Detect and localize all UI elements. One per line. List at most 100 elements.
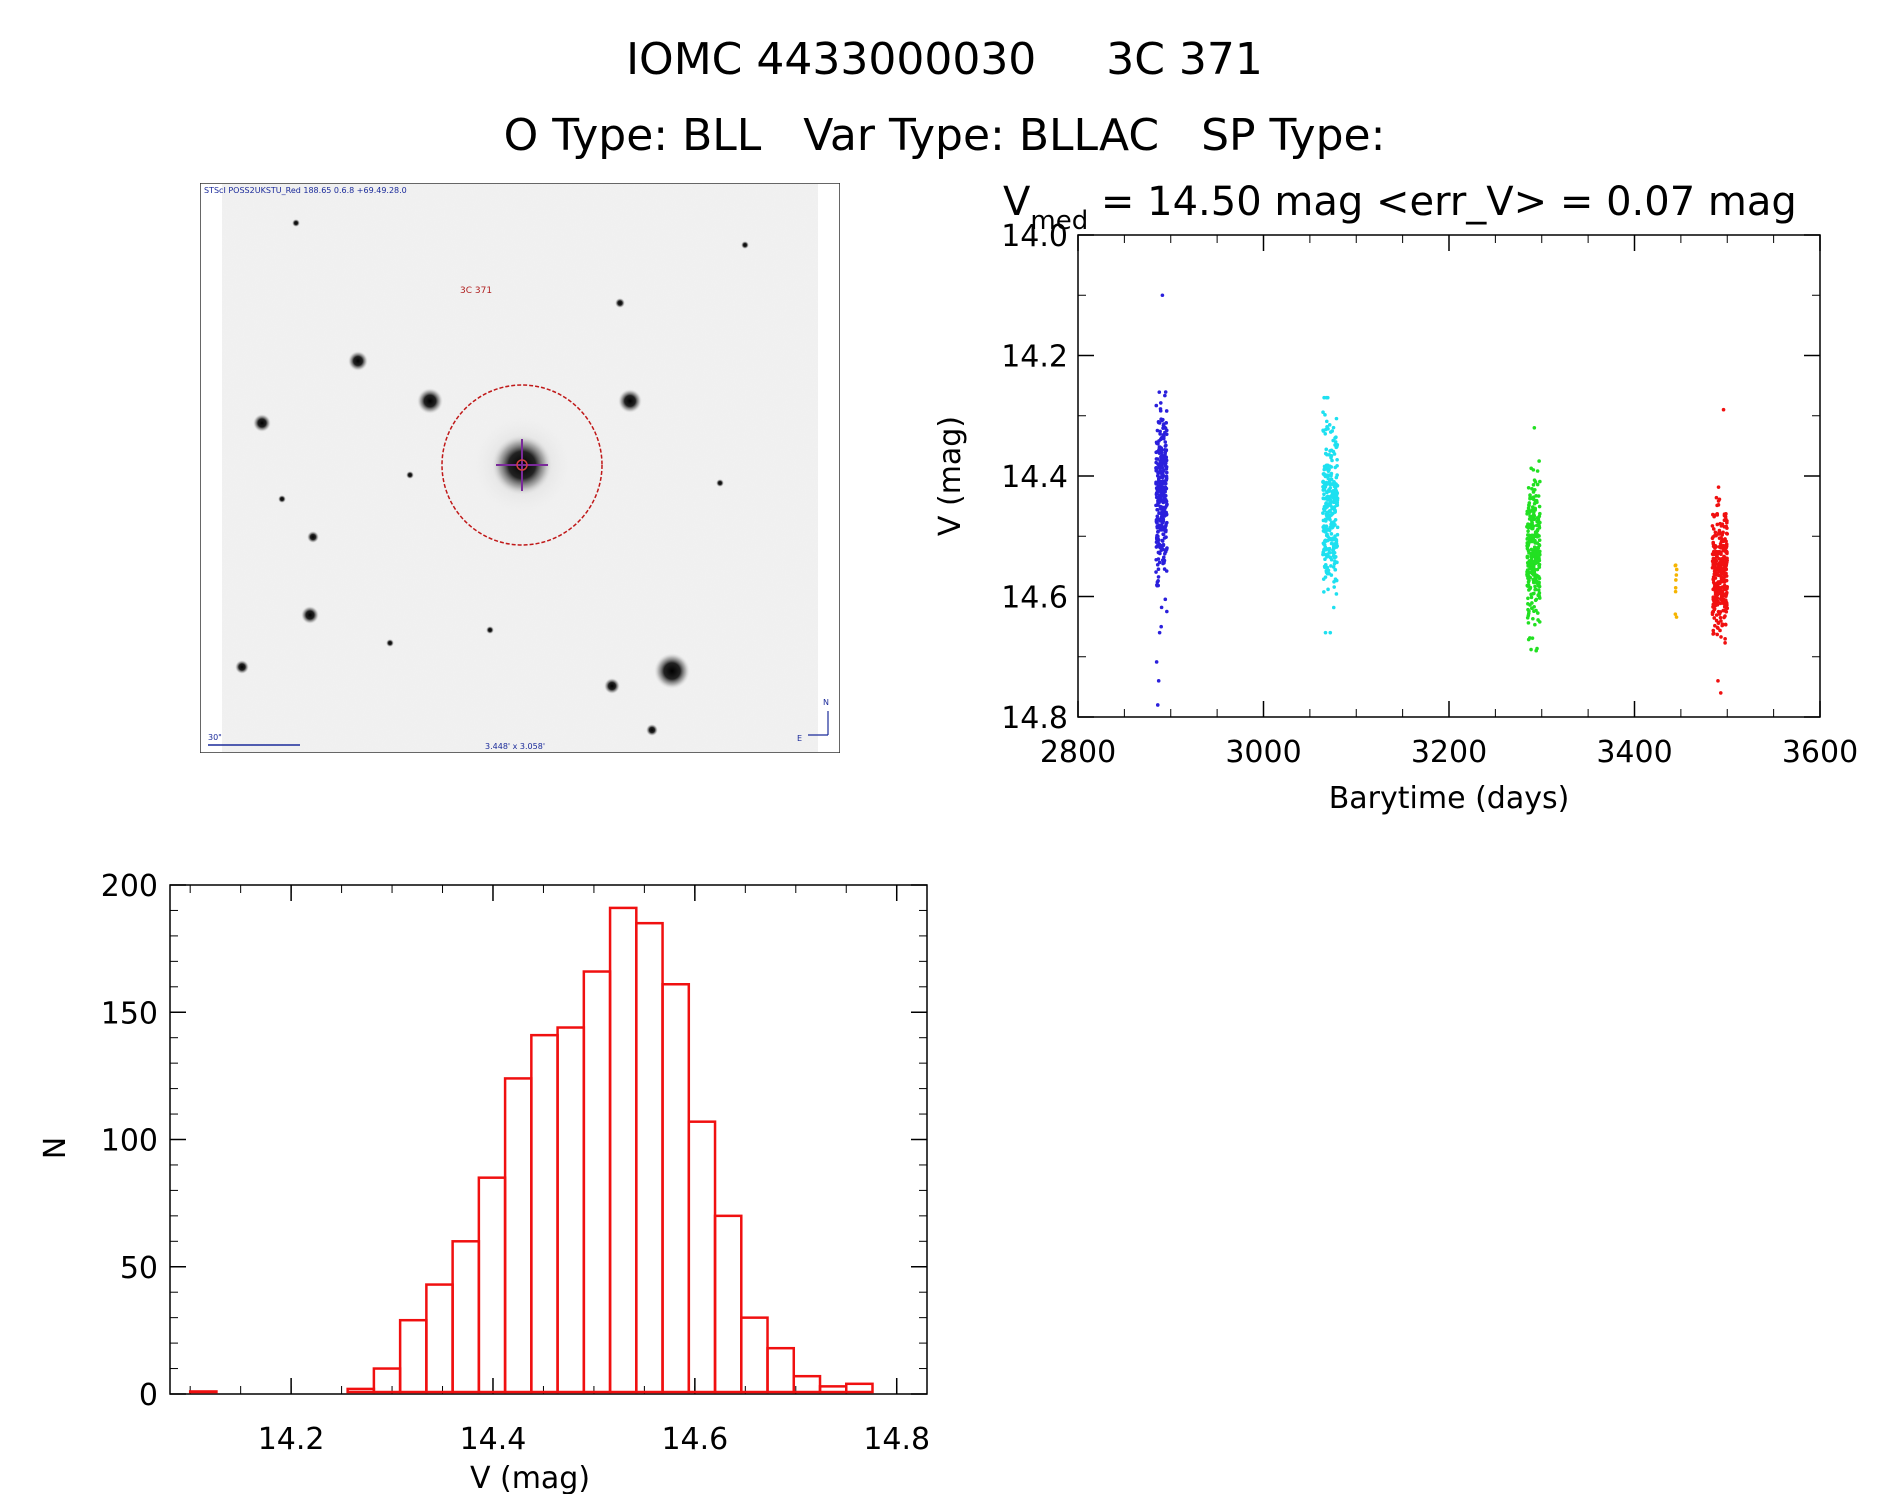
data-point xyxy=(1535,611,1540,615)
data-point xyxy=(1724,539,1728,544)
star xyxy=(253,414,271,432)
data-point xyxy=(1724,592,1728,597)
data-point xyxy=(1714,544,1718,549)
data-point xyxy=(1154,403,1159,408)
data-point xyxy=(1537,514,1542,519)
data-point xyxy=(1330,429,1335,433)
x-tick-label: 14.4 xyxy=(460,1422,527,1457)
data-point xyxy=(1158,525,1162,529)
histogram-bar xyxy=(792,1374,822,1394)
star xyxy=(417,388,443,414)
data-point xyxy=(1711,609,1715,614)
data-point xyxy=(1533,532,1537,537)
data-point xyxy=(1325,555,1329,559)
data-point xyxy=(1155,521,1159,525)
data-point xyxy=(1160,543,1164,548)
histogram-bar xyxy=(346,1387,376,1394)
data-point xyxy=(1325,452,1329,457)
data-point xyxy=(1331,425,1336,430)
data-point xyxy=(1164,455,1169,459)
data-point xyxy=(1529,592,1533,597)
data-point xyxy=(1156,567,1161,572)
data-point xyxy=(1724,574,1729,578)
data-point xyxy=(1156,679,1161,683)
data-point xyxy=(1711,540,1716,545)
data-point xyxy=(1723,641,1727,645)
data-point xyxy=(1537,504,1542,509)
histogram-axes: 14.2 14.4 14.6 14.8 0 50 100 150 200 xyxy=(101,870,930,1457)
data-point xyxy=(1537,524,1542,529)
data-point xyxy=(1721,543,1726,548)
data-point xyxy=(1536,588,1541,592)
data-point xyxy=(1156,534,1160,539)
data-point xyxy=(1160,520,1165,525)
data-point xyxy=(1532,591,1536,596)
data-point xyxy=(1718,585,1722,590)
data-point xyxy=(1717,612,1722,616)
data-point xyxy=(1329,520,1334,525)
histogram-bar xyxy=(635,921,664,1394)
data-point xyxy=(1158,483,1163,487)
data-point xyxy=(1321,410,1325,415)
data-point xyxy=(1532,605,1536,609)
data-point xyxy=(1533,561,1538,565)
data-point xyxy=(1526,522,1530,526)
data-point xyxy=(1335,458,1339,462)
data-point xyxy=(1532,478,1537,482)
star xyxy=(615,298,625,308)
data-point xyxy=(1331,544,1336,549)
histogram-bar xyxy=(845,1382,874,1394)
data-point xyxy=(1164,528,1168,532)
data-point xyxy=(1537,552,1542,557)
x-tick-label: 2800 xyxy=(1040,735,1116,770)
x-tick-label: 14.6 xyxy=(661,1422,728,1457)
star xyxy=(348,351,368,371)
data-point xyxy=(1329,557,1334,562)
data-point xyxy=(1162,459,1167,464)
star xyxy=(716,479,724,487)
data-point xyxy=(1163,525,1168,529)
data-point xyxy=(1535,581,1540,586)
y-tick-label: 14.4 xyxy=(1001,460,1068,495)
finding-chart: STScI POSS2UKSTU_Red 188.65 0.6.8 +69.49… xyxy=(200,183,840,753)
data-point xyxy=(1159,505,1164,510)
data-point xyxy=(1155,441,1159,446)
data-point xyxy=(1725,586,1729,591)
data-point xyxy=(1713,592,1718,597)
data-point xyxy=(1162,551,1167,556)
data-point xyxy=(1535,567,1540,572)
data-point xyxy=(1528,585,1533,590)
data-point xyxy=(1723,599,1727,603)
histogram-bar xyxy=(477,1176,507,1394)
data-point xyxy=(1331,549,1336,554)
data-point xyxy=(1530,559,1535,564)
data-point xyxy=(1164,522,1168,526)
data-point xyxy=(1160,293,1165,298)
data-point xyxy=(1156,502,1160,506)
data-point xyxy=(1525,512,1529,516)
data-point xyxy=(1537,534,1541,538)
data-point xyxy=(1721,548,1726,553)
data-point xyxy=(1333,517,1338,522)
data-point xyxy=(1329,532,1334,536)
data-point xyxy=(1723,622,1728,627)
data-point xyxy=(1164,470,1169,475)
data-point xyxy=(1329,448,1334,453)
chart-subtitle: O Type: BLL Var Type: BLLAC SP Type: xyxy=(503,110,1386,161)
data-point xyxy=(1164,409,1169,413)
data-point xyxy=(1154,660,1159,664)
data-point xyxy=(1154,570,1158,574)
data-point xyxy=(1533,556,1538,561)
data-point xyxy=(1324,524,1329,528)
data-point xyxy=(1531,490,1536,494)
data-point xyxy=(1328,517,1332,522)
data-point xyxy=(1159,624,1163,629)
data-point xyxy=(1531,580,1536,585)
data-point xyxy=(1163,393,1167,398)
data-point xyxy=(1333,481,1337,486)
data-point xyxy=(1720,623,1724,628)
data-point xyxy=(1158,432,1162,436)
data-point xyxy=(1714,613,1719,617)
histogram-y-axis-label: N xyxy=(38,1137,73,1159)
data-point xyxy=(1159,548,1163,553)
